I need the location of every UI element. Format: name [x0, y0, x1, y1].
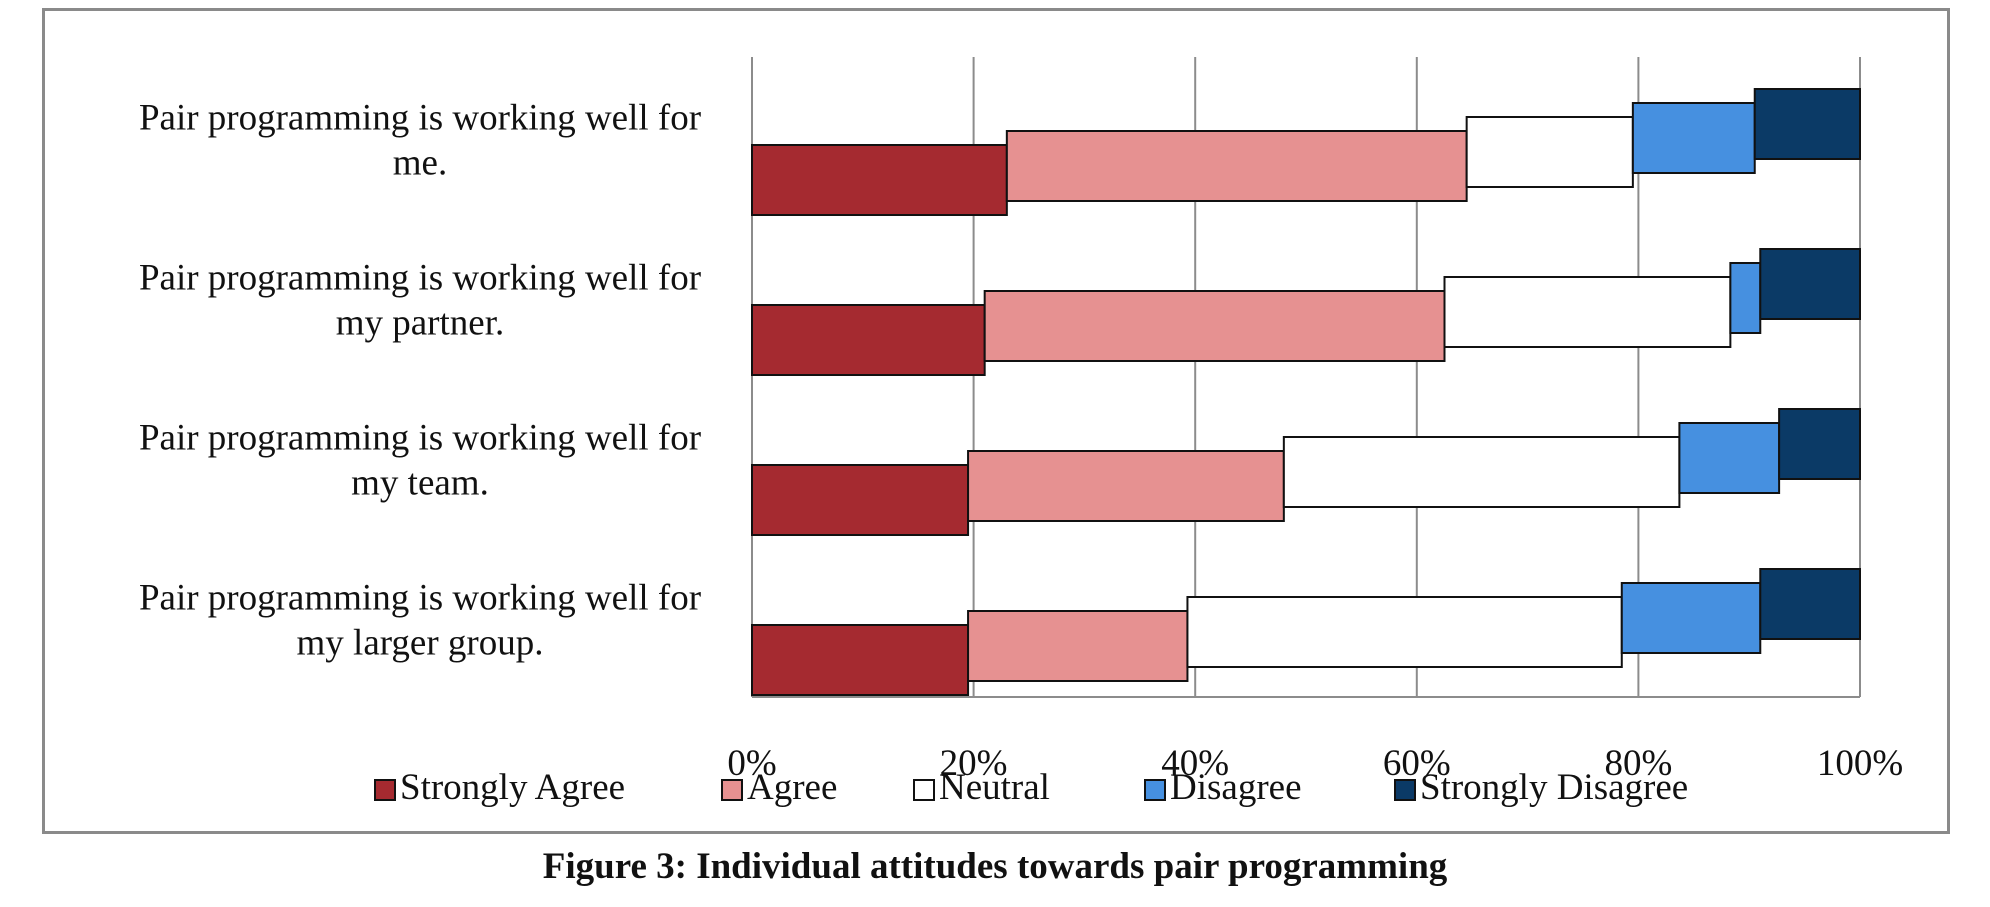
category-label: me.	[393, 143, 447, 184]
bar-segment	[751, 624, 970, 696]
legend-label: Disagree	[1170, 767, 1302, 808]
legend-label: Strongly Agree	[400, 767, 625, 808]
bar-segment	[1729, 262, 1762, 334]
chart-svg: Pair programming is working well forme.P…	[139, 57, 1903, 808]
legend-label: Neutral	[939, 767, 1050, 808]
category-label: my team.	[351, 463, 489, 504]
category-label: my partner.	[336, 303, 505, 344]
category-label: Pair programming is working well for	[139, 98, 701, 139]
x-tick-label: 100%	[1817, 743, 1903, 784]
legend-swatch	[374, 779, 396, 801]
bar-segment	[1759, 248, 1862, 320]
bar-segment	[967, 610, 1189, 682]
figure-caption: Figure 3: Individual attitudes towards p…	[542, 846, 1448, 887]
bar-segment	[751, 464, 970, 536]
bar-segment	[751, 144, 1008, 216]
bar-segment	[967, 450, 1285, 522]
bar-segment	[983, 290, 1446, 362]
legend-label: Agree	[747, 767, 837, 808]
bar-segment	[751, 304, 986, 376]
bar-segment	[1678, 422, 1781, 494]
legend-swatch	[1144, 779, 1166, 801]
legend-label: Strongly Disagree	[1420, 767, 1688, 808]
bar-segment	[1465, 116, 1634, 188]
bar-segment	[1759, 568, 1862, 640]
x-tick-label: 60%	[1383, 743, 1451, 784]
x-tick-label: 0%	[727, 743, 776, 784]
bar-segment	[1753, 88, 1861, 160]
bar-segment	[1620, 582, 1762, 654]
bar-segment	[1005, 130, 1468, 202]
category-label: Pair programming is working well for	[139, 418, 701, 459]
bar-segment	[1778, 408, 1861, 480]
category-label: my larger group.	[297, 623, 544, 664]
bar-segment	[1186, 596, 1623, 668]
category-label: Pair programming is working well for	[139, 578, 701, 619]
legend: Strongly Agree Agree Neutral Disagree Strong…	[374, 767, 1688, 808]
legend-swatch	[721, 779, 743, 801]
bar-segment	[1443, 276, 1732, 348]
bar-segment	[1282, 436, 1681, 508]
category-labels: Pair programming is working well forme.P…	[139, 98, 701, 664]
x-tick-label: 40%	[1161, 743, 1229, 784]
x-tick-label: 80%	[1604, 743, 1672, 784]
bar-segment	[1631, 102, 1756, 174]
x-tick-label: 20%	[940, 743, 1008, 784]
legend-swatch	[1394, 779, 1416, 801]
legend-swatch	[913, 779, 935, 801]
x-tick-labels: 0% 20% 40% 60% 80% 100%	[727, 743, 1903, 784]
bars	[751, 88, 1862, 696]
category-label: Pair programming is working well for	[139, 258, 701, 299]
